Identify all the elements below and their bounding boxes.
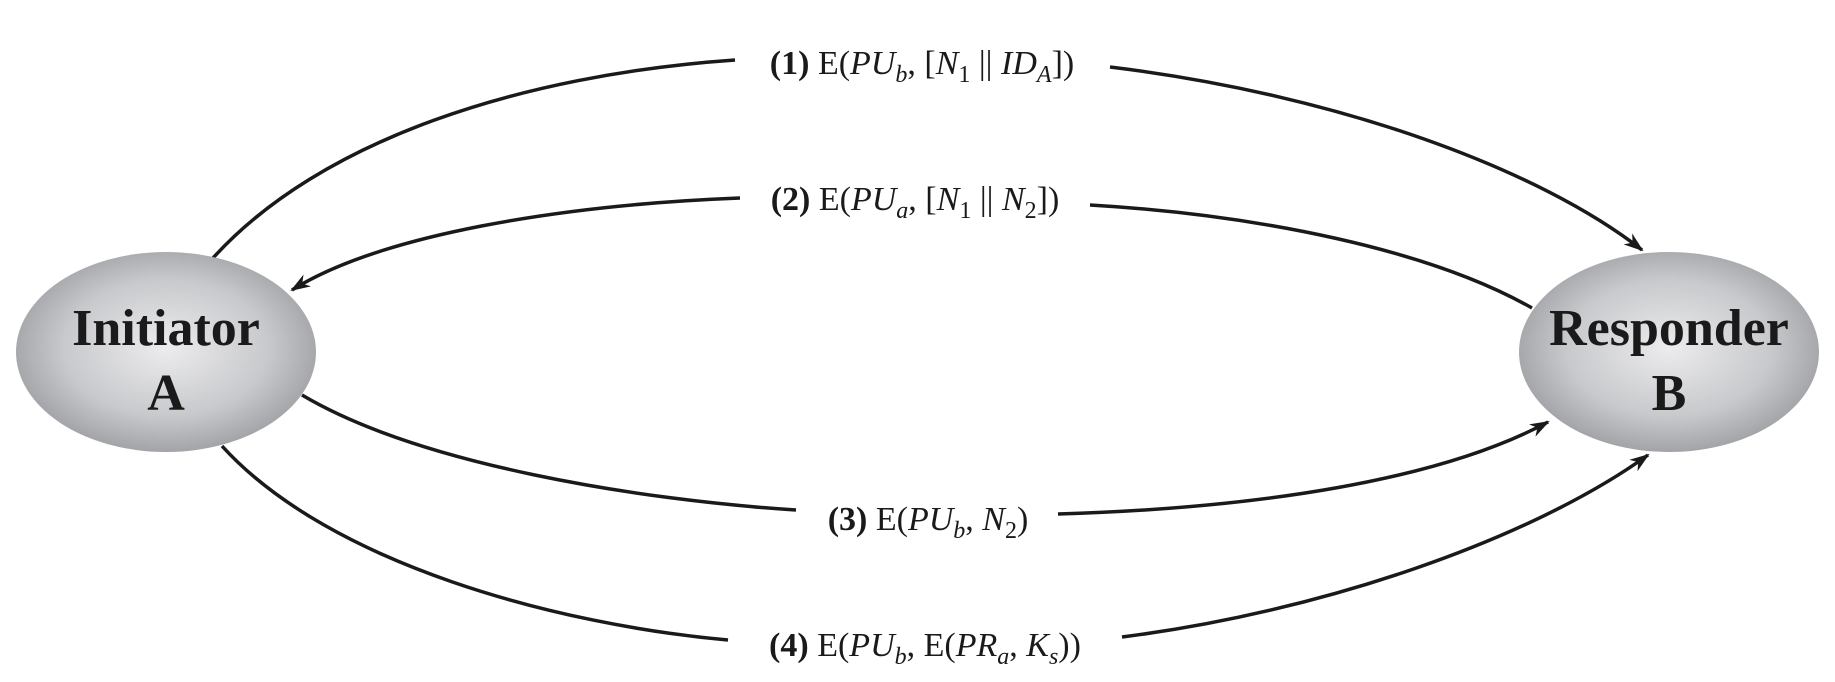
message-number: (2) [771,181,811,218]
message-part: PU [849,45,898,82]
message-number: (3) [828,501,868,538]
arc-message-1-end [1109,65,1644,252]
initiator-label: Initiator [72,300,260,357]
message-part: || [971,181,1002,218]
arc-message-4-start [220,444,729,642]
message-part: N [981,501,1007,538]
message-part: , [1009,627,1026,664]
message-part: E( [867,501,908,538]
label-backdrop [755,43,1089,90]
arc-message-2-start [1089,203,1533,310]
message-part: K [1025,627,1051,664]
arc-message-3-start [301,393,797,512]
label-backdrop [755,625,1095,672]
message-part: ]) [1052,45,1075,82]
message-part: E( [809,45,850,82]
message-part: || [970,45,1001,82]
message-part: PU [848,627,897,664]
message-part: A [1035,62,1052,88]
message-part: PU [850,181,899,218]
message-part: , E( [907,627,956,664]
message-part: b [953,518,965,544]
responder-label: Responder [1549,300,1789,357]
message-part: a [997,644,1009,670]
message-part: 2 [1005,518,1017,544]
message-part: ]) [1037,181,1060,218]
message-2-label: (2) E(PUa, [N1 || N2]) [771,181,1060,224]
arc-message-2 [290,196,741,292]
message-part: N [936,181,962,218]
arc-message-1 [211,58,736,260]
message-number: (4) [769,627,809,664]
message-part: ) [1017,501,1028,538]
message-part: s [1049,644,1058,670]
message-number: (1) [770,45,810,82]
label-backdrop [756,179,1074,226]
initiator-node: Initiator A [16,252,316,452]
message-part: PU [907,501,956,538]
message-part: , [ [907,45,935,82]
label-backdrop [813,499,1043,546]
initiator-id: A [147,365,185,422]
message-part: )) [1058,627,1081,664]
message-part: 1 [958,62,970,88]
message-part: E( [809,627,850,664]
message-part: , [ [908,181,936,218]
arc-message-4 [1121,453,1650,639]
message-part: 2 [1025,198,1037,224]
message-part: b [895,644,907,670]
message-4-label: (4) E(PUb, E(PRa, Ks)) [769,627,1081,670]
message-part: E( [810,181,851,218]
message-1-label: (1) E(PUb, [N1 || IDA]) [770,45,1074,88]
message-part: a [896,198,908,224]
message-part: N [1001,181,1027,218]
arc-message-3 [1057,420,1550,516]
message-part: 1 [959,198,971,224]
message-part: PR [955,627,998,664]
message-3-label: (3) E(PUb, N2) [828,501,1029,544]
message-part: N [935,45,961,82]
responder-id: B [1652,365,1687,422]
message-part: ID [1000,45,1037,82]
message-part: b [895,62,907,88]
message-part: , [965,501,982,538]
responder-node: Responder B [1519,252,1819,452]
